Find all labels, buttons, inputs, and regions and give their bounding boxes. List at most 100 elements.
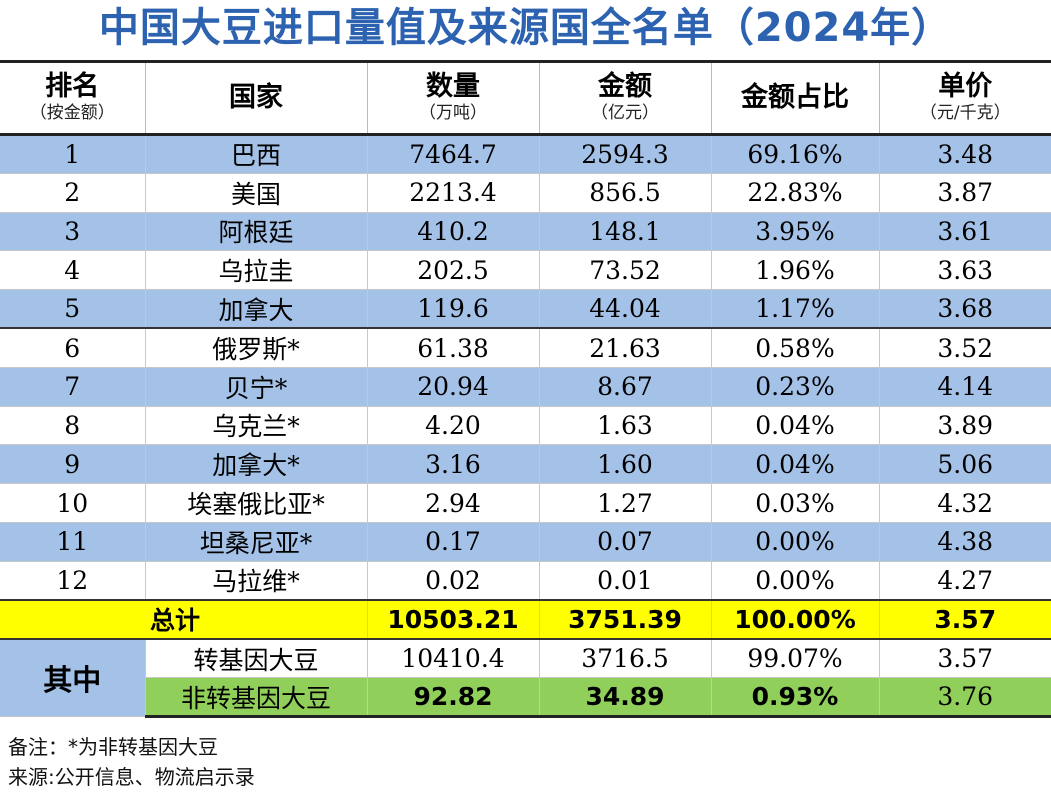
amount-cell: 1.27 [539,483,712,523]
table-row: 4 乌拉圭 202.5 73.52 1.96% 3.63 [0,250,1051,291]
gmo-price: 3.57 [879,638,1051,679]
rank-cell: 6 [0,327,146,368]
amount-cell: 73.52 [539,250,712,291]
price-cell: 4.27 [879,561,1051,601]
country-cell: 贝宁* [145,367,368,407]
quantity-cell: 4.20 [367,406,540,446]
rank-cell: 10 [0,483,146,523]
note-text: 备注：*为非转基因大豆 [8,735,218,759]
non-gmo-row: 非转基因大豆 92.82 34.89 0.93% 3.76 [0,677,1051,718]
share-cell: 3.95% [711,212,880,252]
quantity-cell: 119.6 [367,289,540,329]
breakdown-label: 其中 [0,638,146,717]
amount-cell: 8.67 [539,367,712,407]
price-cell: 3.89 [879,406,1051,446]
table-row: 12 马拉维* 0.02 0.01 0.00% 4.27 [0,561,1051,601]
price-cell: 3.61 [879,212,1051,252]
table-header: 排名 （按金额） 国家 数量 （万吨） 金额 （亿元） 金额占比 单价 （元/千克） [0,61,1051,135]
table-row: 10 埃塞俄比亚* 2.94 1.27 0.03% 4.32 [0,483,1051,523]
header-unit-price: 单价 （元/千克） [919,71,1011,124]
rank-cell: 11 [0,522,146,562]
country-cell: 美国 [145,173,368,213]
quantity-cell: 0.17 [367,522,540,562]
country-cell: 俄罗斯* [145,327,368,368]
amount-cell: 2594.3 [539,134,712,174]
price-cell: 5.06 [879,444,1051,485]
non-gmo-amount: 34.89 [539,677,712,718]
quantity-cell: 0.02 [367,561,540,601]
share-cell: 0.04% [711,406,880,446]
amount-cell: 1.63 [539,406,712,446]
rank-cell: 9 [0,444,146,485]
table-row: 5 加拿大 119.6 44.04 1.17% 3.68 [0,289,1051,329]
amount-cell: 0.07 [539,522,712,562]
amount-cell: 1.60 [539,444,712,485]
price-cell: 3.87 [879,173,1051,213]
total-row: 总计 10503.21 3751.39 100.00% 3.57 [0,599,1051,640]
total-share: 100.00% [711,599,880,640]
table-row: 7 贝宁* 20.94 8.67 0.23% 4.14 [0,367,1051,407]
non-gmo-price: 3.76 [879,677,1051,718]
page-title: 中国大豆进口量值及来源国全名单（2024年） [98,5,953,51]
country-cell: 坦桑尼亚* [145,522,368,562]
country-cell: 加拿大 [145,289,368,329]
amount-cell: 44.04 [539,289,712,329]
rank-cell: 1 [0,134,146,174]
header-country: 国家 [145,61,368,135]
table-row: 2 美国 2213.4 856.5 22.83% 3.87 [0,173,1051,213]
table-row: 1 巴西 7464.7 2594.3 69.16% 3.48 [0,134,1051,174]
amount-cell: 21.63 [539,327,712,368]
amount-cell: 0.01 [539,561,712,601]
share-cell: 1.96% [711,250,880,291]
country-cell: 乌克兰* [145,406,368,446]
quantity-cell: 202.5 [367,250,540,291]
gmo-row: 其中 转基因大豆 10410.4 3716.5 99.07% 3.57 [0,638,1051,717]
country-cell: 阿根廷 [145,212,368,252]
rank-cell: 12 [0,561,146,601]
header-quantity: 数量 （万吨） [367,61,540,135]
price-cell: 4.38 [879,522,1051,562]
header-amount: 金额 （亿元） [539,61,712,135]
table-row: 6 俄罗斯* 61.38 21.63 0.58% 3.52 [0,327,1051,368]
price-cell: 4.14 [879,367,1051,407]
header-rank: 排名 （按金额） [0,61,146,135]
table-row: 3 阿根廷 410.2 148.1 3.95% 3.61 [0,212,1051,252]
total-quantity: 10503.21 [367,599,540,640]
country-cell: 巴西 [145,134,368,174]
quantity-cell: 61.38 [367,327,540,368]
gmo-label: 转基因大豆 [145,638,368,679]
quantity-cell: 3.16 [367,444,540,485]
footnotes: 备注：*为非转基因大豆 来源:公开信息、物流启示录 [8,732,255,792]
quantity-cell: 20.94 [367,367,540,407]
gmo-amount: 3716.5 [539,638,712,679]
share-cell: 22.83% [711,173,880,213]
gmo-quantity: 10410.4 [367,638,540,679]
country-cell: 埃塞俄比亚* [145,483,368,523]
price-cell: 3.48 [879,134,1051,174]
total-label: 总计 [0,599,368,640]
total-amount: 3751.39 [539,599,712,640]
share-cell: 0.04% [711,444,880,485]
country-cell: 加拿大* [145,444,368,485]
share-cell: 0.03% [711,483,880,523]
non-gmo-label: 非转基因大豆 [145,677,368,718]
header-share: 金额占比 [711,61,880,135]
table-row: 9 加拿大* 3.16 1.60 0.04% 5.06 [0,444,1051,485]
share-cell: 0.00% [711,561,880,601]
quantity-cell: 410.2 [367,212,540,252]
price-cell: 3.52 [879,327,1051,368]
non-gmo-quantity: 92.82 [367,677,540,718]
quantity-cell: 2.94 [367,483,540,523]
table-row: 8 乌克兰* 4.20 1.63 0.04% 3.89 [0,406,1051,446]
share-cell: 0.00% [711,522,880,562]
rank-cell: 2 [0,173,146,213]
country-cell: 马拉维* [145,561,368,601]
source-text: 来源:公开信息、物流启示录 [8,765,255,789]
amount-cell: 856.5 [539,173,712,213]
amount-cell: 148.1 [539,212,712,252]
rank-cell: 7 [0,367,146,407]
share-cell: 0.23% [711,367,880,407]
price-cell: 3.68 [879,289,1051,329]
rank-cell: 3 [0,212,146,252]
price-cell: 3.63 [879,250,1051,291]
